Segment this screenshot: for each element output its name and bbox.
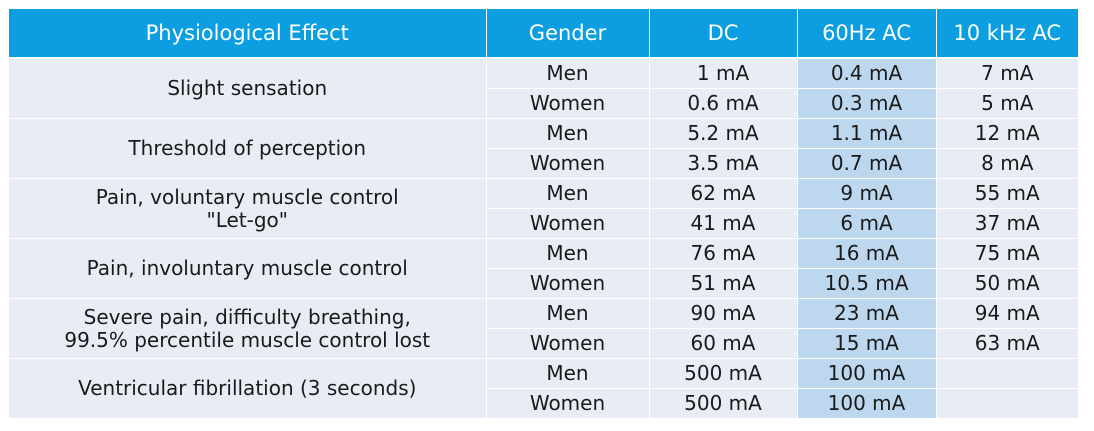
ac60-cell: 100 mA (797, 388, 937, 418)
effect-label: Pain, voluntary muscle control (95, 184, 399, 209)
header-effect: Physiological Effect (9, 9, 487, 59)
gender-cell: Men (486, 238, 650, 269)
ac60-cell: 9 mA (797, 178, 937, 209)
table-row: Ventricular fibrillation (3 seconds) Men 5… (9, 358, 1078, 418)
dc-cell: 41 mA (649, 208, 798, 239)
ac10k-cell (936, 358, 1078, 389)
table-container: Physiological Effect Gender DC 60Hz AC 1… (9, 9, 1078, 418)
table-row: Threshold of perception Men 5.2 mA 1.1 mA 12… (9, 118, 1078, 179)
ac10k-cell: 8 mA (936, 148, 1078, 179)
gender-cell: Men (486, 298, 650, 329)
effect-label: Severe pain, difficulty breathing, (83, 304, 411, 329)
gender-cell: Women (486, 328, 650, 359)
table-row: Women 500 mA 100 mA (9, 388, 1078, 418)
ac10k-cell: 50 mA (936, 268, 1078, 299)
effect-cell: Ventricular fibrillation (3 seconds) (9, 358, 487, 418)
ac60-cell: 1.1 mA (797, 118, 937, 149)
header-60hz-ac: 60Hz AC (797, 9, 937, 59)
gender-cell: Women (486, 88, 650, 119)
effect-label: "Let-go" (206, 207, 288, 232)
table-row: Women 51 mA 10.5 mA 50 mA (9, 268, 1078, 299)
gender-cell: Women (486, 268, 650, 299)
ac60-cell: 15 mA (797, 328, 937, 359)
dc-cell: 3.5 mA (649, 148, 798, 179)
effect-label: Pain, involuntary muscle control (86, 256, 408, 280)
dc-cell: 90 mA (649, 298, 798, 329)
effect-cell: Severe pain, difficulty breathing, 99.5% … (9, 298, 487, 359)
table-header: Physiological Effect Gender DC 60Hz AC 1… (9, 9, 1078, 59)
gender-cell: Men (486, 358, 650, 389)
ac10k-cell: 12 mA (936, 118, 1078, 149)
dc-cell: 1 mA (649, 57, 798, 89)
dc-cell: 76 mA (649, 238, 798, 269)
physiological-effects-table: Physiological Effect Gender DC 60Hz AC 1… (9, 9, 1078, 418)
header-10khz-ac: 10 kHz AC (936, 9, 1078, 59)
ac10k-cell: 55 mA (936, 178, 1078, 209)
dc-cell: 62 mA (649, 178, 798, 209)
header-gender: Gender (486, 9, 650, 59)
dc-cell: 5.2 mA (649, 118, 798, 149)
ac10k-cell: 5 mA (936, 88, 1078, 119)
dc-cell: 60 mA (649, 328, 798, 359)
effect-label: Slight sensation (167, 76, 328, 100)
effect-cell: Pain, involuntary muscle control (9, 238, 487, 299)
ac60-cell: 10.5 mA (797, 268, 937, 299)
ac60-cell: 0.7 mA (797, 148, 937, 179)
ac60-cell: 0.3 mA (797, 88, 937, 119)
ac10k-cell: 7 mA (936, 57, 1078, 89)
ac10k-cell: 37 mA (936, 208, 1078, 239)
effect-label: 99.5% percentile muscle control lost (64, 327, 431, 352)
gender-cell: Men (486, 178, 650, 209)
ac10k-cell: 94 mA (936, 298, 1078, 329)
table-body: Slight sensation Men 1 mA 0.4 mA 7 mA Women 0.… (9, 57, 1078, 418)
table-row: Women 0.6 mA 0.3 mA 5 mA (9, 88, 1078, 119)
gender-cell: Men (486, 118, 650, 149)
table-row: Pain, involuntary muscle control Men 76 mA… (9, 238, 1078, 299)
ac60-cell: 16 mA (797, 238, 937, 269)
header-dc: DC (649, 9, 798, 59)
gender-cell: Men (486, 57, 650, 89)
dc-cell: 51 mA (649, 268, 798, 299)
effect-label: Ventricular fibrillation (3 seconds) (78, 376, 417, 400)
ac60-cell: 23 mA (797, 298, 937, 329)
effect-cell: Slight sensation (9, 57, 487, 119)
dc-cell: 0.6 mA (649, 88, 798, 119)
dc-cell: 500 mA (649, 388, 798, 418)
table-row: Women 41 mA 6 mA 37 mA (9, 208, 1078, 239)
ac60-cell: 0.4 mA (797, 57, 937, 89)
table-row: Women 60 mA 15 mA 63 mA (9, 328, 1078, 359)
table-row: Women 3.5 mA 0.7 mA 8 mA (9, 148, 1078, 179)
effect-label: Threshold of perception (128, 136, 367, 160)
table-row: Severe pain, difficulty breathing, 99.5% … (9, 298, 1078, 359)
effect-cell: Pain, voluntary muscle control "Let-go" (9, 178, 487, 239)
ac60-cell: 100 mA (797, 358, 937, 389)
ac10k-cell (936, 388, 1078, 418)
ac10k-cell: 75 mA (936, 238, 1078, 269)
effect-cell: Threshold of perception (9, 118, 487, 179)
gender-cell: Women (486, 388, 650, 418)
dc-cell: 500 mA (649, 358, 798, 389)
table-row: Slight sensation Men 1 mA 0.4 mA 7 mA (9, 57, 1078, 119)
gender-cell: Women (486, 148, 650, 179)
gender-cell: Women (486, 208, 650, 239)
ac10k-cell: 63 mA (936, 328, 1078, 359)
ac60-cell: 6 mA (797, 208, 937, 239)
header-row: Physiological Effect Gender DC 60Hz AC 1… (9, 9, 1078, 59)
table-row: Pain, voluntary muscle control "Let-go" Me… (9, 178, 1078, 239)
